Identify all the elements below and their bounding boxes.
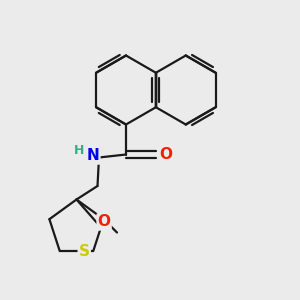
Text: O: O [98,214,111,230]
Text: S: S [79,244,90,259]
Text: H: H [74,143,84,157]
Text: O: O [159,147,172,162]
Text: N: N [87,148,99,164]
